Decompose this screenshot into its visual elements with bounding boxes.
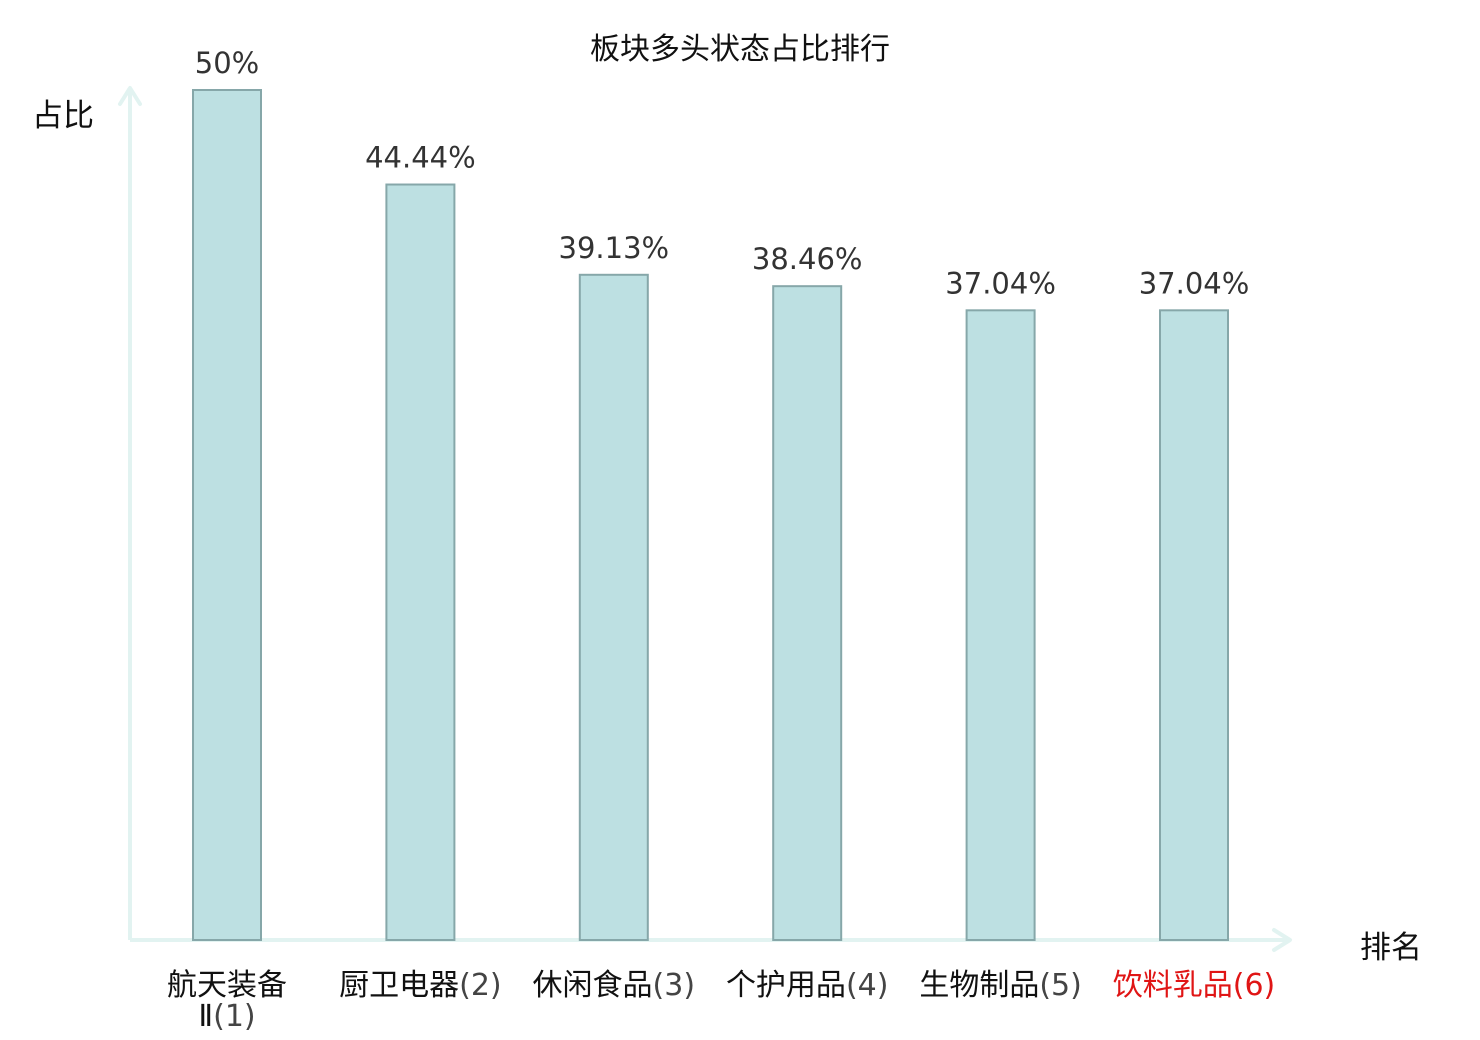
bar <box>772 285 843 941</box>
data-label: 38.46% <box>752 242 863 276</box>
data-label: 44.44% <box>365 141 476 175</box>
category-label: 饮料乳品(6) <box>1113 968 1276 1003</box>
bar <box>385 183 456 941</box>
bar <box>965 309 1036 941</box>
x-axis-arrow-icon <box>1272 928 1292 952</box>
y-axis-label: 占比 <box>32 98 94 134</box>
bar <box>192 89 262 941</box>
axes <box>118 86 1292 952</box>
category-label: 个护用品(4) <box>726 968 889 1003</box>
chart-title: 板块多头状态占比排行 <box>590 32 890 67</box>
data-label: 37.04% <box>945 266 1056 300</box>
bar <box>1159 309 1229 941</box>
value-labels: 50% 44.44% 39.13% 38.46% 37.04% 37.04% <box>195 46 1250 300</box>
category-label: 厨卫电器(2) <box>339 968 502 1003</box>
category-label: 航天装备 <box>167 968 287 1003</box>
category-label-continued: Ⅱ(1) <box>198 999 255 1034</box>
bars <box>192 89 1229 942</box>
category-label: 休闲食品(3) <box>533 968 696 1003</box>
category-label: 生物制品(5) <box>919 968 1082 1003</box>
data-label: 50% <box>195 46 259 80</box>
y-axis-arrow-icon <box>118 86 142 106</box>
data-label: 37.04% <box>1139 266 1250 300</box>
x-axis-label: 排名 <box>1360 930 1422 966</box>
bar <box>578 273 649 942</box>
data-label: 39.13% <box>559 231 670 265</box>
